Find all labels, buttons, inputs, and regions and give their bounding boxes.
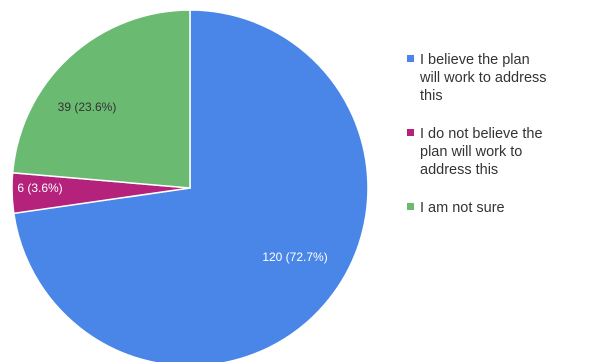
pie-slice-2 [11,9,191,189]
pie-data-labels: 120 (72.7%) 6 (3.6%) 39 (23.6%) [17,100,327,264]
legend-label-2: I am not sure [420,200,505,216]
pie-slice-0 [12,9,369,362]
data-label-1: 6 (3.6%) [17,181,62,195]
pie-slices [11,9,369,362]
legend-swatch-1 [407,129,414,136]
legend-item-0: I believe the plan will work to address th… [407,52,547,104]
legend: I believe the plan will work to address th… [407,52,547,216]
data-label-0: 120 (72.7%) [262,250,327,264]
data-label-2: 39 (23.6%) [58,100,117,114]
legend-label-1: I do not believe the plan will work to add… [420,126,543,178]
legend-label-0: I believe the plan will work to address th… [419,52,547,104]
legend-item-1: I do not believe the plan will work to add… [407,126,543,178]
legend-swatch-2 [407,203,414,210]
legend-swatch-0 [407,55,414,62]
legend-item-2: I am not sure [407,200,505,216]
